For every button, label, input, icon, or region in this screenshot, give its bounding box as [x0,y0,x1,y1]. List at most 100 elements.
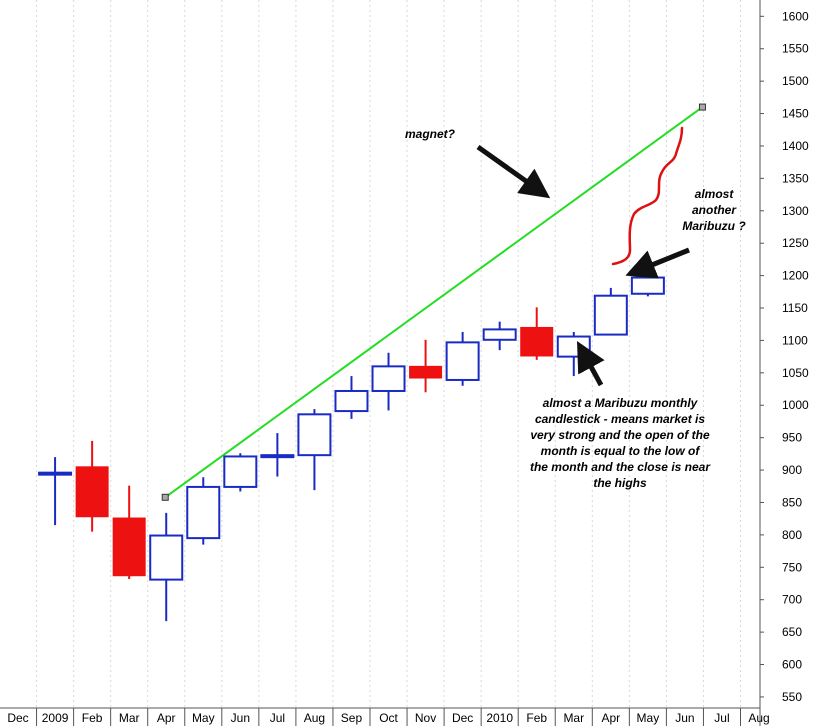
x-tick-label: Jul [714,711,729,725]
x-tick-label: Mar [119,711,140,725]
y-tick-label: 1000 [782,398,809,412]
annotation-maribuzu: almost a Maribuzu monthly candlestick - m… [530,396,711,490]
candle [149,512,184,622]
trendline [164,106,704,499]
candle [630,275,665,297]
x-tick-label: Apr [601,711,620,725]
x-tick-label: Sep [341,711,363,725]
y-tick-label: 1600 [782,9,809,23]
annotation-arrow [625,247,690,279]
y-tick-label: 900 [782,463,802,477]
y-tick-label: 1500 [782,74,809,88]
y-tick-label: 1350 [782,171,809,185]
candle [445,331,480,386]
annotation-another-maribuzu: almost another Maribuzu ? [682,187,746,233]
candle [334,376,369,419]
annotation-line: Maribuzu ? [682,219,746,233]
candle-body [149,534,184,581]
annotation-line: month is equal to the low of [541,444,701,458]
y-tick-label: 650 [782,625,802,639]
x-tick-label: Dec [452,711,473,725]
annotation-line: almost [695,187,735,201]
candle-body [223,455,258,488]
x-tick-label: May [192,711,215,725]
y-tick-label: 1550 [782,42,809,56]
candle [297,409,332,491]
x-tick-label: Nov [415,711,436,725]
y-tick-label: 1450 [782,107,809,121]
projection-line [611,126,684,266]
candle [593,287,628,336]
y-tick-label: 750 [782,560,802,574]
annotation-line: very strong and the open of the [530,428,710,442]
candle-body [38,471,73,476]
x-axis: Dec 2009 Feb Mar Apr May Jun Jul Aug Sep Oct Nov Dec… [0,707,770,726]
candle-body [630,276,665,295]
candle [260,433,295,477]
candle-body [334,389,369,413]
candle [409,339,443,393]
annotation-line: the month and the close is near [530,460,711,474]
x-tick-label: Jul [270,711,285,725]
candle [112,485,146,579]
y-tick-label: 1300 [782,204,809,218]
x-tick-label: Aug [304,711,325,725]
y-tick-label: 950 [782,431,802,445]
annotations: magnet? almost another Maribuzu ? almost a M… [405,127,746,490]
x-tick-label: 2009 [42,711,69,725]
trendline-layer [161,103,706,501]
annotation-line: the highs [593,476,647,490]
candle-body [371,365,406,392]
x-tick-label: Jun [675,711,694,725]
x-tick-label: Feb [526,711,547,725]
y-tick-label: 1250 [782,236,809,250]
candle [38,457,73,526]
candle-body [186,485,221,540]
y-tick-label: 1400 [782,139,809,153]
candle [371,352,406,411]
x-tick-label: Apr [157,711,176,725]
annotation-line: magnet? [405,127,456,141]
x-tick-label: 2010 [486,711,513,725]
candle [520,307,554,360]
candle-body [593,294,628,336]
candle-body [445,341,480,381]
y-tick-label: 800 [782,528,802,542]
annotation-line: another [692,203,737,217]
x-tick-label: Oct [379,711,398,725]
y-tick-label: 1150 [782,301,808,315]
x-tick-label: Feb [82,711,103,725]
x-tick-label: Jun [231,711,250,725]
y-tick-label: 600 [782,658,802,672]
candle-body [297,413,332,457]
candle [186,477,221,545]
x-tick-label: May [637,711,660,725]
candle [482,321,517,351]
annotation-arrow [577,341,605,387]
annotation-magnet: magnet? [405,127,456,141]
y-axis: 550 600 650 700 750 800 850 900 950 1000 1050 1100 1… [759,0,809,726]
candle-body [409,365,443,379]
grid [36,0,741,708]
trendline-start-handle [161,493,169,501]
trendline-end-handle [698,103,706,111]
y-tick-label: 1050 [782,366,809,380]
candle-body [260,454,295,459]
candle-body [482,328,517,341]
annotation-line: almost a Maribuzu monthly [543,396,699,410]
candle-body [520,326,554,357]
annotation-arrow [476,144,551,199]
annotation-line: candlestick - means market is [535,412,705,426]
x-tick-label: Dec [7,711,28,725]
candle-body [75,466,109,518]
y-tick-label: 550 [782,690,802,704]
x-tick-label: Mar [563,711,584,725]
y-tick-label: 700 [782,593,802,607]
candle [75,440,109,532]
y-tick-label: 850 [782,495,802,509]
candle-body [112,517,146,577]
arrows [476,144,690,387]
candle [223,453,258,492]
projection-layer [611,126,684,266]
